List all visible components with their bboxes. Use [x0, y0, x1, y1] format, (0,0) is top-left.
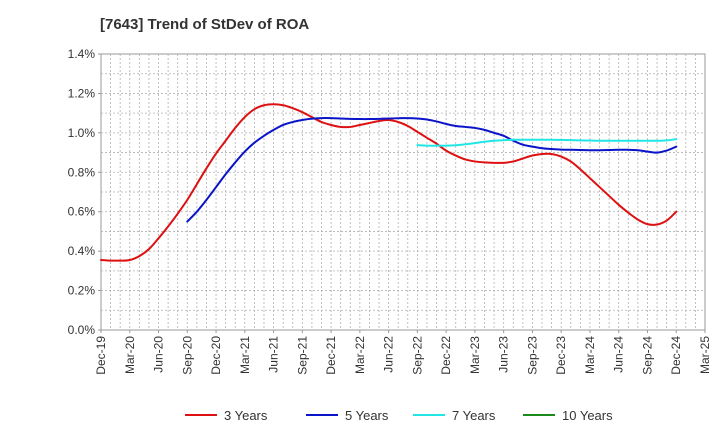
legend-label-7-years: 7 Years [452, 408, 496, 423]
y-tick-label: 0.0% [68, 323, 96, 337]
x-tick-label: Jun-23 [497, 336, 511, 373]
y-tick-label: 0.2% [68, 284, 96, 298]
x-tick-label: Dec-23 [554, 336, 568, 375]
y-tick-label: 1.2% [68, 86, 96, 100]
x-tick-label: Mar-25 [698, 336, 712, 374]
x-tick-label: Jun-21 [267, 336, 281, 373]
x-tick-label: Sep-24 [640, 336, 654, 375]
x-tick-label: Mar-24 [583, 336, 597, 374]
x-tick-label: Mar-23 [468, 336, 482, 374]
x-tick-label: Sep-20 [180, 336, 194, 375]
y-tick-label: 1.4% [68, 47, 96, 61]
x-tick-label: Jun-22 [382, 336, 396, 373]
y-tick-label: 0.8% [68, 165, 96, 179]
chart-title: [7643] Trend of StDev of ROA [100, 16, 309, 33]
y-tick-label: 0.6% [68, 205, 96, 219]
series-line-7-years [416, 138, 678, 147]
legend: 3 Years 5 Years 7 Years 10 Years [185, 408, 613, 423]
x-tick-label: Mar-22 [353, 336, 367, 374]
x-tick-label: Dec-21 [324, 336, 338, 375]
y-tick-label: 0.4% [68, 244, 96, 258]
x-tick-label: Mar-21 [238, 336, 252, 374]
series-line-5-years [186, 117, 678, 223]
legend-label-5-years: 5 Years [345, 408, 389, 423]
x-tick-label: Sep-21 [295, 336, 309, 375]
x-tick-label: Sep-23 [525, 336, 539, 375]
y-tick-label: 1.0% [68, 126, 96, 140]
x-tick-label: Dec-20 [209, 336, 223, 375]
x-tick-label: Dec-19 [94, 336, 108, 375]
x-tick-label: Dec-24 [669, 336, 683, 375]
x-tick-label: Mar-20 [123, 336, 137, 374]
x-tick-label: Jun-20 [152, 336, 166, 373]
plot-area: 0.0% 0.2% 0.4% 0.6% 0.8% 1.0% 1.2% 1.4% Dec-19 Ma… [68, 47, 712, 375]
series-line-3-years [100, 103, 678, 262]
x-tick-label: Sep-22 [410, 336, 424, 375]
legend-label-3-years: 3 Years [224, 408, 268, 423]
x-tick-label: Jun-24 [612, 336, 626, 373]
x-tick-label: Dec-22 [439, 336, 453, 375]
legend-label-10-years: 10 Years [562, 408, 613, 423]
